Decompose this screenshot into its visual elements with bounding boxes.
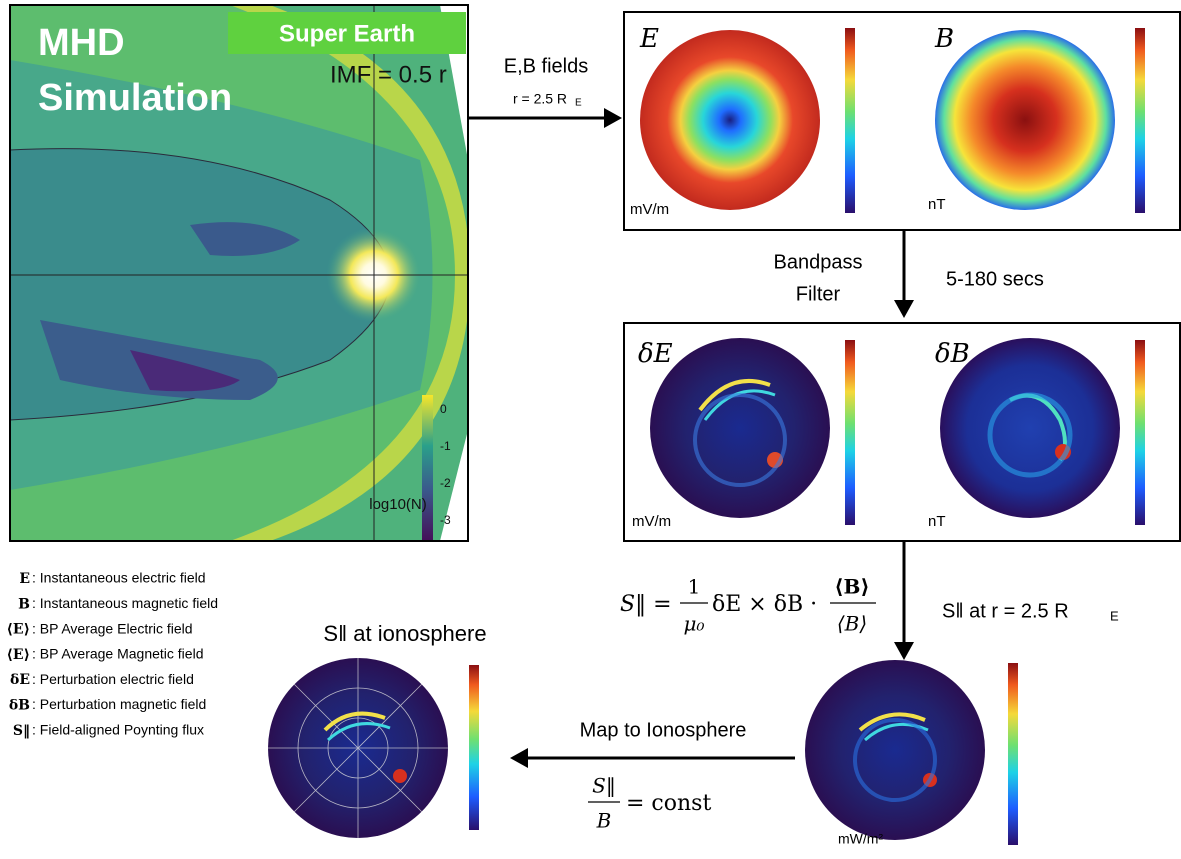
formula-part: 1	[688, 575, 701, 599]
colorbar-label: log10(N)	[369, 496, 427, 513]
map-formula: = const	[626, 791, 711, 816]
formula-part: ⟨B⟩	[834, 575, 869, 599]
legend-symbol: ⟨E⟩	[7, 647, 30, 663]
poynting-label: S‖ at r = 2.5 R	[942, 600, 1069, 622]
panel-label: δE	[638, 339, 673, 369]
badge: Super Earth	[279, 20, 415, 47]
legend-text: : Perturbation electric field	[32, 671, 194, 687]
legend-symbol: S‖	[13, 723, 30, 739]
arrow-label: E,B fields	[504, 55, 588, 77]
formula: S‖ = 1 μ₀ δE × δB · ⟨B⟩ ⟨B⟩	[620, 575, 876, 636]
subscript: E	[1110, 608, 1119, 623]
unit-label: mV/m	[630, 201, 669, 218]
filter-label: Filter	[796, 283, 841, 305]
colorbar-tick: 0	[440, 402, 447, 416]
legend-symbol: E	[19, 571, 30, 587]
map-formula: B	[596, 809, 612, 833]
filter-label: Bandpass	[774, 251, 863, 273]
legend-text: : Perturbation magnetic field	[32, 696, 206, 712]
panel-label: E	[639, 24, 659, 54]
unit-label: mW/m²	[838, 831, 883, 847]
formula-part: ⟨B⟩	[837, 612, 867, 636]
ionosphere-title: S‖ at ionosphere	[323, 621, 486, 646]
unit-label: nT	[928, 513, 946, 530]
map-label: Map to Ionosphere	[580, 719, 747, 741]
unit-label: mV/m	[632, 513, 671, 530]
map-formula: S‖	[592, 774, 616, 799]
mhd-image: Super Earth MHD Simulation IMF = 0.5 r 0…	[10, 5, 470, 541]
formula-part: S‖ =	[620, 592, 672, 617]
colorbar-tick: -3	[440, 513, 451, 527]
colorbar-tick: -1	[440, 439, 451, 453]
imf-label: IMF = 0.5 r	[330, 61, 447, 88]
legend-text: : Instantaneous electric field	[32, 570, 206, 586]
formula-part: μ₀	[683, 612, 704, 636]
legend-symbol: ⟨E⟩	[7, 622, 30, 638]
arrow-sublabel: r = 2.5 R	[513, 91, 567, 107]
legend-symbol: B	[18, 596, 30, 612]
legend-symbol: δE	[10, 672, 30, 688]
subscript: E	[575, 98, 582, 109]
legend-text: : BP Average Magnetic field	[32, 646, 203, 662]
unit-label: nT	[928, 196, 946, 213]
legend-text: : BP Average Electric field	[32, 620, 193, 636]
diagram: Super Earth MHD Simulation IMF = 0.5 r 0…	[0, 0, 1181, 854]
colorbar-tick: -2	[440, 476, 451, 490]
mhd-title: Simulation	[38, 77, 232, 119]
legend-symbol: δB	[9, 698, 30, 714]
formula-part: δE × δB ·	[712, 592, 817, 617]
panel-label: B	[934, 24, 954, 54]
legend-text: : Field-aligned Poynting flux	[32, 722, 204, 738]
panel-label: δB	[935, 339, 970, 369]
mhd-title: MHD	[38, 22, 125, 64]
filter-band: 5-180 secs	[946, 268, 1044, 290]
legend-text: : Instantaneous magnetic field	[32, 595, 218, 611]
